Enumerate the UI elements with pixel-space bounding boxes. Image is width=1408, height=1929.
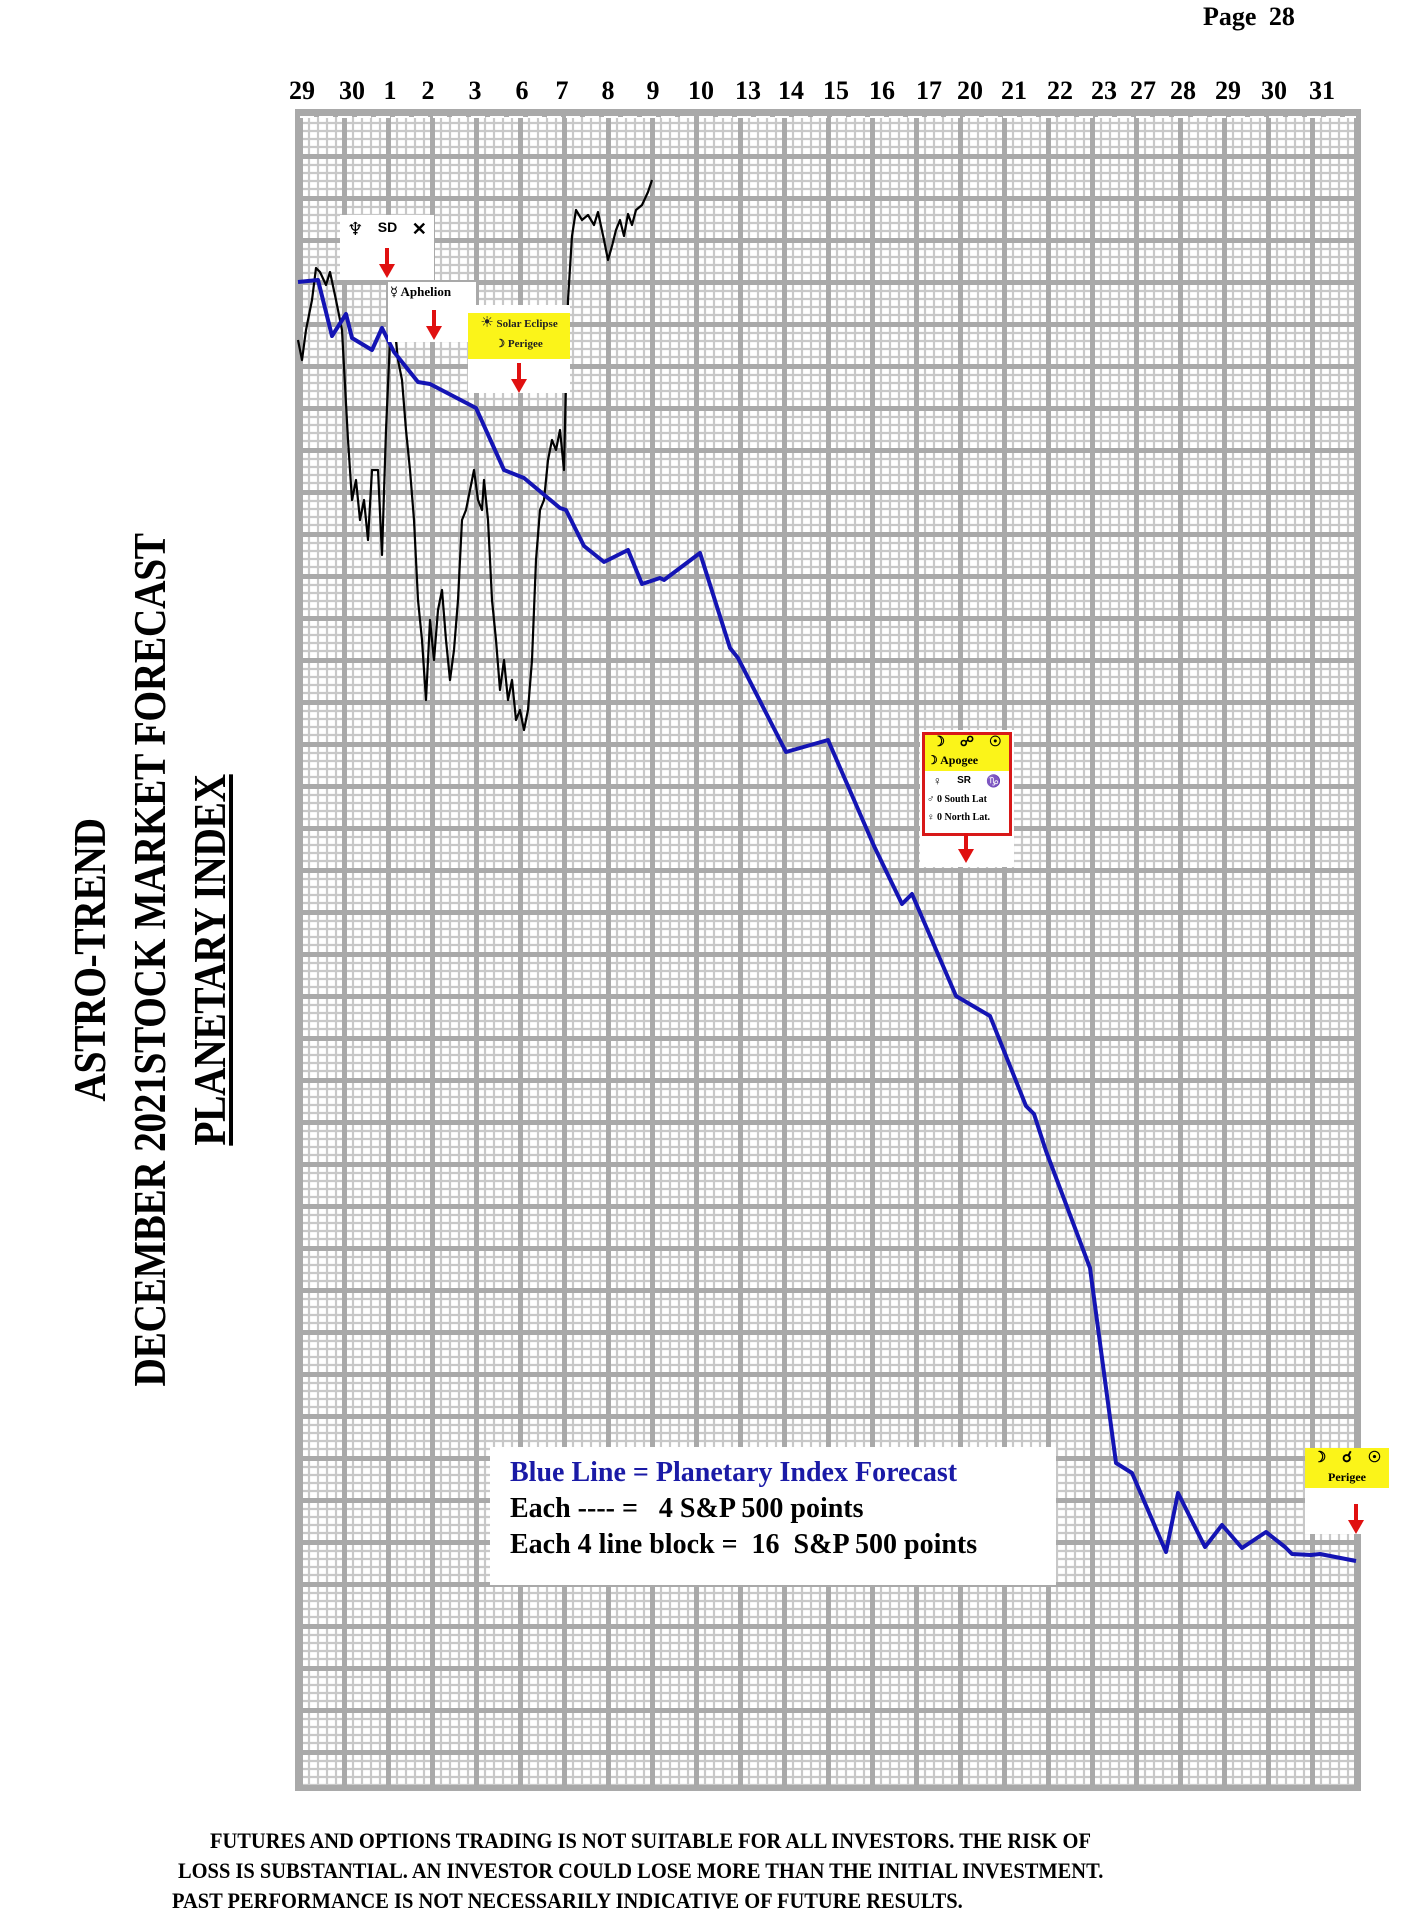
mars-icon: ♂	[927, 794, 935, 805]
aphelion-label: Aphelion	[400, 284, 452, 299]
date-label: 28	[1170, 76, 1196, 105]
date-label: 13	[735, 76, 761, 105]
annotation-moon-apogee: ☽ ☍ ☉ ☽ Apogee ♀ SR ♑ ♂ 0 South Lat ♀ 0 …	[920, 730, 1014, 867]
venus-icon: ♀	[932, 774, 942, 788]
date-label: 16	[869, 76, 895, 105]
disclaimer-line-3: PAST PERFORMANCE IS NOT NECESSARILY INDI…	[172, 1888, 963, 1913]
date-label: 14	[778, 76, 804, 105]
moon-icon: ☽	[927, 753, 938, 767]
perigee-label: Perigee	[1328, 1470, 1366, 1484]
page-number-value: 28	[1268, 2, 1295, 31]
date-label: 8	[601, 76, 615, 105]
date-label: 3	[468, 76, 482, 105]
opposition-icon: ☍	[959, 735, 975, 750]
chart-legend: Blue Line = Planetary Index Forecast Eac…	[490, 1447, 1056, 1585]
disclaimer-line-1: FUTURES AND OPTIONS TRADING IS NOT SUITA…	[210, 1828, 1091, 1853]
date-label: 2	[421, 76, 435, 105]
solar-eclipse-label: Solar Eclipse	[496, 318, 558, 330]
date-label: 21	[1001, 76, 1027, 105]
date-label: 30	[339, 76, 365, 105]
date-label: 27	[1130, 76, 1156, 105]
arrow-down-icon	[426, 310, 442, 340]
date-label: 15	[823, 76, 849, 105]
date-label: 6	[515, 76, 529, 105]
date-label: 22	[1047, 76, 1073, 105]
stationary-direct-icon: SD	[377, 219, 398, 235]
stationary-retrograde-icon: SR	[957, 775, 971, 786]
annotation-moon-perigee-end: ☽ ☌ ☉ Perigee	[1305, 1448, 1389, 1534]
sun-eclipse-icon: ☀	[480, 315, 494, 331]
arrow-down-icon	[511, 363, 527, 393]
annotation-neptune-sd: ♆ SD ✕	[340, 215, 434, 280]
sp500-price-line	[296, 179, 654, 732]
sun-icon: ☉	[988, 735, 1002, 750]
planetary-index-forecast-line	[297, 278, 1357, 1563]
disclaimer-line-2: LOSS IS SUBSTANTIAL. AN INVESTOR COULD L…	[178, 1858, 1104, 1883]
date-label: 1	[383, 76, 397, 105]
date-label: 9	[646, 76, 660, 105]
date-label: 20	[957, 76, 983, 105]
date-label: 30	[1261, 76, 1287, 105]
legend-block-scale: Each 4 line block = 16 S&P 500 points	[510, 1529, 978, 1560]
date-axis: 29 30 1 2 3 6 7 8 9 10 13 14 15 16 17 20 21 22 23 27 28 29 30 3…	[0, 76, 1408, 110]
grid-border	[295, 109, 1361, 1791]
moon-icon: ☽	[932, 735, 945, 750]
page-label: Page	[1203, 2, 1257, 31]
legend-blue-line: Blue Line = Planetary Index Forecast	[510, 1457, 958, 1488]
apogee-label: Apogee	[940, 753, 979, 767]
sextile-icon: ✕	[411, 219, 427, 239]
moon-icon: ☽	[1312, 1450, 1327, 1466]
date-label: 29	[1215, 76, 1241, 105]
arrow-down-icon	[958, 833, 974, 863]
capricorn-icon: ♑	[986, 774, 1002, 788]
date-label: 29	[289, 76, 315, 105]
date-label: 10	[688, 76, 714, 105]
sun-icon: ☉	[1367, 1450, 1382, 1466]
arrow-down-icon	[379, 248, 395, 278]
north-lat-label: 0 North Lat.	[937, 812, 991, 823]
date-label: 23	[1091, 76, 1117, 105]
date-label: 17	[916, 76, 942, 105]
page-number: Page 28	[1203, 2, 1295, 32]
conjunction-icon: ☌	[1341, 1450, 1353, 1466]
venus-icon: ♀	[927, 812, 935, 823]
neptune-icon: ♆	[347, 219, 364, 239]
arrow-down-icon	[1348, 1504, 1364, 1534]
annotation-solar-eclipse: ☀ Solar Eclipse ☽ Perigee	[468, 305, 570, 393]
perigee-label: Perigee	[507, 338, 543, 350]
legend-line-scale: Each ---- = 4 S&P 500 points	[510, 1493, 864, 1524]
moon-icon: ☽	[495, 338, 506, 350]
date-label: 7	[555, 76, 569, 105]
date-label: 31	[1309, 76, 1335, 105]
annotation-mercury-aphelion: ☿ Aphelion	[388, 282, 476, 342]
mercury-icon: ☿	[390, 284, 398, 299]
south-lat-label: 0 South Lat	[937, 794, 988, 805]
